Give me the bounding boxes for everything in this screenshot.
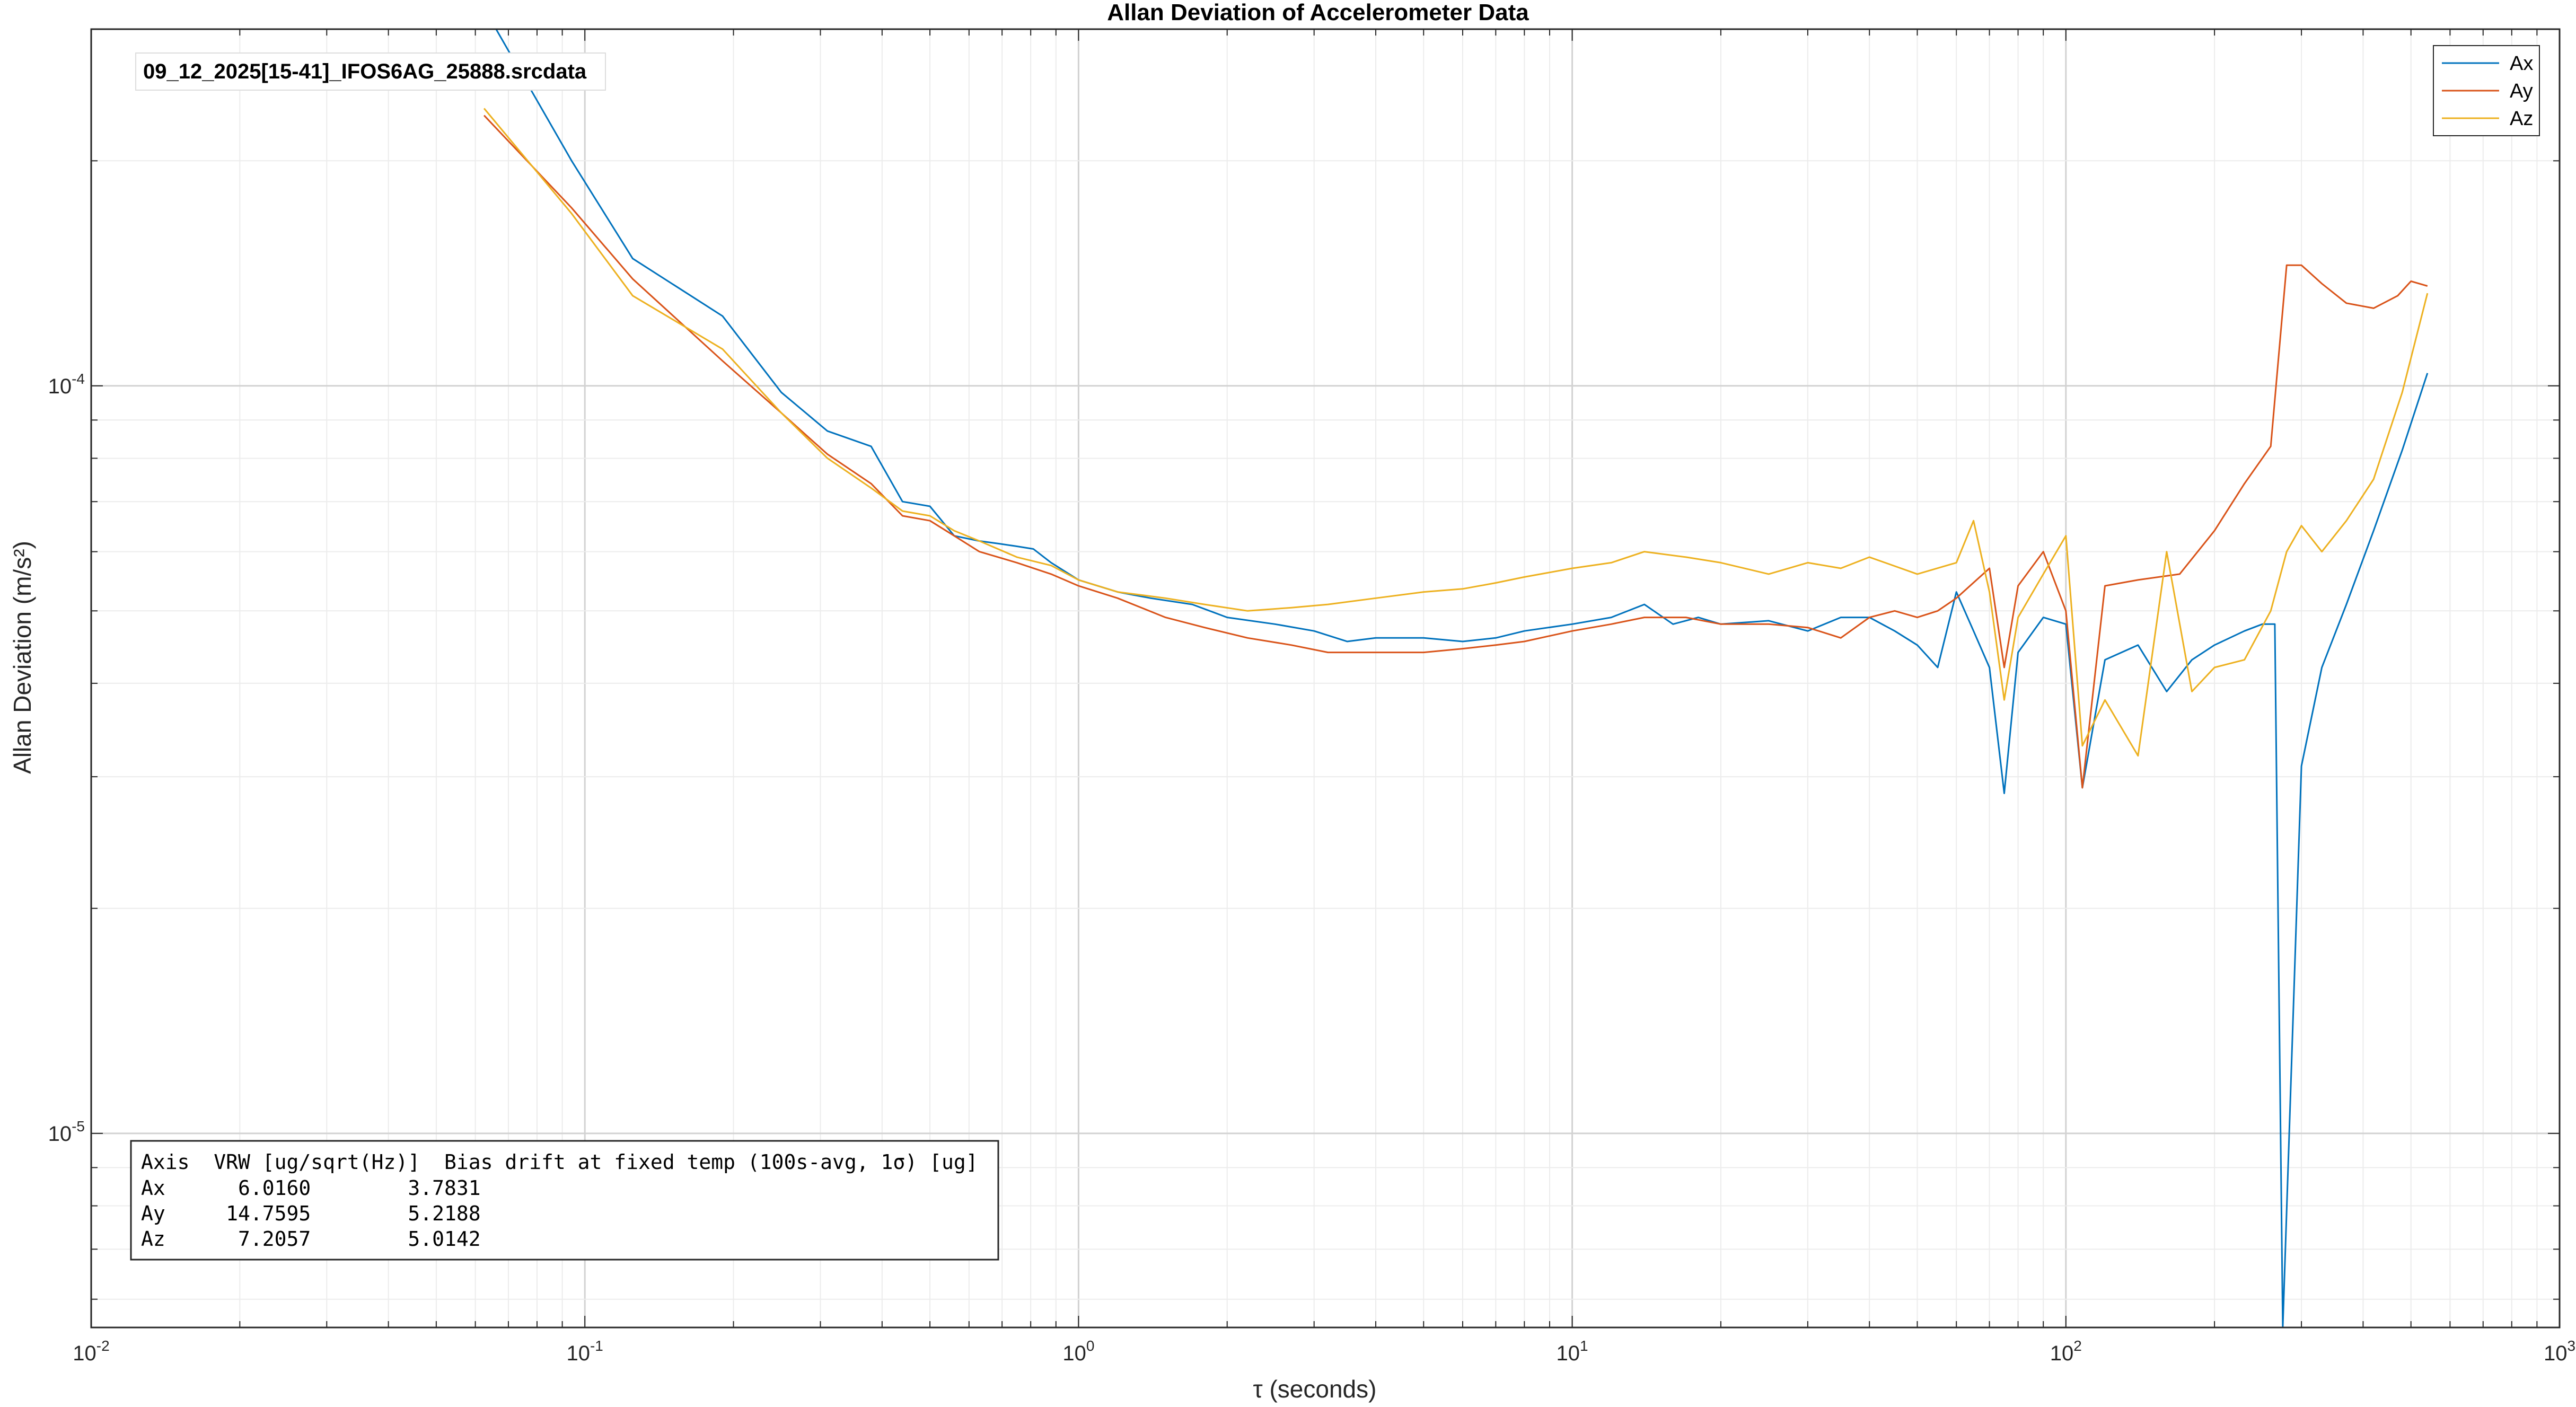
series-line-az — [483, 108, 2429, 757]
x-tick-label: 101 — [1557, 1338, 1588, 1365]
x-tick-label: 103 — [2544, 1338, 2575, 1365]
stats-header-row: Axis VRW [ug/sqrt(Hz)] Bias drift at fix… — [141, 1150, 978, 1174]
stats-row-ax: Ax 6.0160 3.7831 — [141, 1176, 481, 1200]
stats-row-ay: Ay 14.7595 5.2188 — [141, 1202, 481, 1225]
y-tick-label: 10-5 — [48, 1118, 85, 1146]
stats-row-az: Az 7.2057 5.0142 — [141, 1227, 481, 1251]
series-lines — [483, 29, 2429, 1327]
series-line-ay — [483, 115, 2428, 789]
file-label-text: 09_12_2025[15-41]_IFOS6AG_25888.srcdata — [143, 60, 587, 83]
axis-ticks — [91, 29, 2560, 1327]
series-line-ax — [495, 29, 2429, 1327]
tick-labels: 10-2 10-1 100 101 102 103 10-5 10-4 — [48, 371, 2575, 1365]
x-tick-label: 10-2 — [73, 1338, 109, 1365]
chart-title: Allan Deviation of Accelerometer Data — [1107, 0, 1529, 25]
x-tick-label: 100 — [1062, 1338, 1094, 1365]
stats-table-box — [130, 1140, 999, 1261]
legend-label-az: Az — [2510, 108, 2533, 130]
plot-area-frame — [90, 28, 2561, 1329]
file-label: 09_12_2025[15-41]_IFOS6AG_25888.srcdata — [135, 52, 606, 91]
legend-label-ay: Ay — [2510, 80, 2533, 102]
file-label-box — [135, 52, 606, 91]
legend: Ax Ay Az — [2433, 45, 2540, 136]
x-tick-label: 10-1 — [566, 1338, 603, 1365]
y-axis-label: Allan Deviation (m/s²) — [8, 541, 36, 774]
grid — [90, 29, 2561, 1327]
x-axis-label: τ (seconds) — [1253, 1375, 1377, 1403]
x-tick-label: 102 — [2050, 1338, 2082, 1365]
stats-table: Axis VRW [ug/sqrt(Hz)] Bias drift at fix… — [130, 1140, 999, 1261]
legend-label-ax: Ax — [2510, 52, 2533, 75]
y-tick-label: 10-4 — [48, 371, 85, 398]
